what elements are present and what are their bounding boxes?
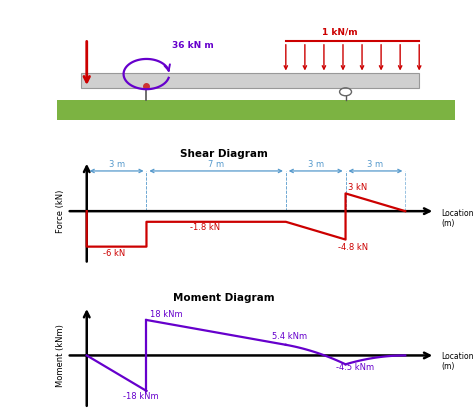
Text: -18 kNm: -18 kNm [123, 392, 158, 401]
Text: -4.8 kN: -4.8 kN [337, 243, 368, 251]
Text: -4.5 kNm: -4.5 kNm [336, 363, 374, 372]
Text: 3 m: 3 m [308, 160, 324, 169]
Text: Location
(m): Location (m) [441, 208, 474, 228]
Title: Moment Diagram: Moment Diagram [173, 293, 275, 303]
Bar [57, 100, 455, 120]
Text: -6 kN: -6 kN [103, 249, 125, 258]
Text: 36 kN m: 36 kN m [173, 41, 214, 50]
Text: Location
(m): Location (m) [441, 352, 474, 371]
Text: Force (kN): Force (kN) [56, 189, 65, 233]
Title: Shear Diagram: Shear Diagram [180, 148, 268, 158]
Bar [81, 73, 419, 88]
Text: 18 kNm: 18 kNm [150, 310, 183, 319]
Text: -1.8 kN: -1.8 kN [190, 223, 220, 232]
Text: Moment (kNm): Moment (kNm) [56, 324, 65, 387]
Text: 3 m: 3 m [109, 160, 125, 169]
Text: 7 m: 7 m [208, 160, 224, 169]
Text: 5.4 kNm: 5.4 kNm [272, 332, 307, 341]
Text: 3 kN: 3 kN [347, 183, 367, 193]
Text: 3 m: 3 m [367, 160, 383, 169]
Text: 1 kN/m: 1 kN/m [322, 28, 357, 37]
